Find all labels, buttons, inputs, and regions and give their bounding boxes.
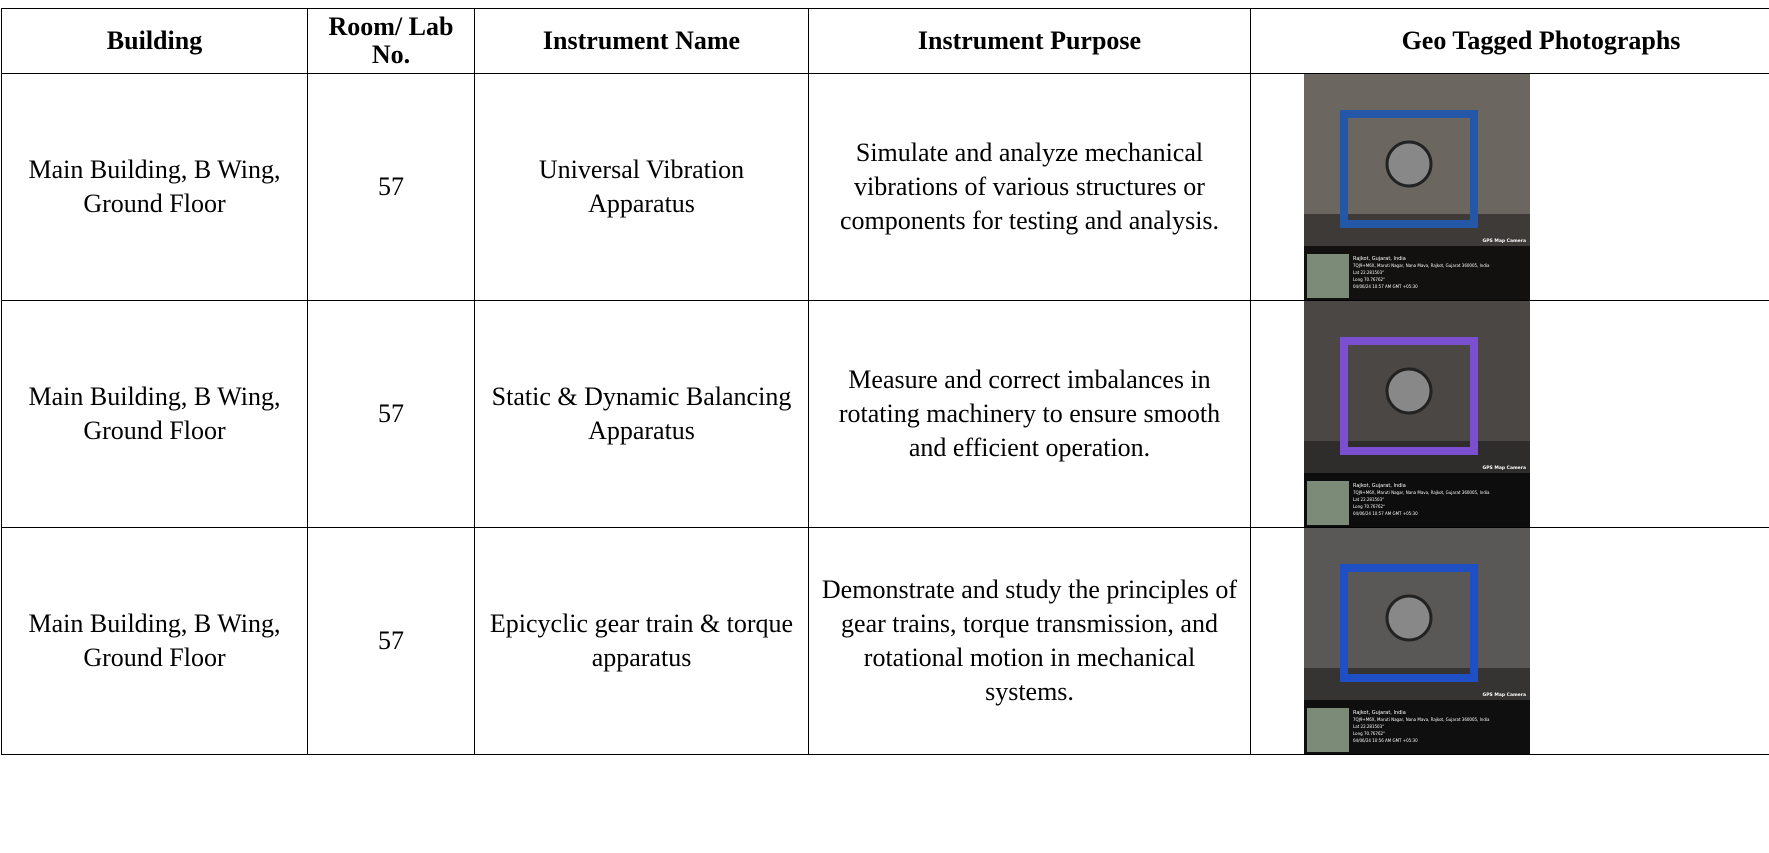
header-cell: Room/ Lab No.: [307, 8, 475, 74]
instrument-table: Building Room/ Lab No. Instrument Name Inst…: [1, 8, 1769, 755]
room-cell: 57: [307, 300, 475, 528]
geo-time: 04/06/24 10:57 AM GMT +05:30: [1353, 284, 1418, 289]
header-row: Building Room/ Lab No. Instrument Name Inst…: [1, 8, 1769, 74]
room-cell: 57: [307, 527, 475, 755]
header-cell: Building: [1, 8, 308, 74]
purpose-cell: Simulate and analyze mechanical vibratio…: [808, 73, 1251, 301]
apparatus-wheel: [1385, 140, 1433, 188]
purpose-cell: Demonstrate and study the principles of …: [808, 527, 1251, 755]
name-cell: Universal Vibration Apparatus: [474, 73, 809, 301]
geo-lat: Lat 22.281503°: [1353, 270, 1384, 275]
header-cell: Geo Tagged Photographs: [1250, 8, 1769, 74]
camera-tag: GPS Map Camera: [1483, 238, 1526, 244]
geo-address: 7QJ9+M6X, Maruti Nagar, Nana Mava, Rajko…: [1353, 263, 1490, 268]
geo-place: Rajkot, Gujarat, India: [1353, 710, 1406, 716]
geo-lat: Lat 22.281503°: [1353, 724, 1384, 729]
header-cell: Instrument Purpose: [808, 8, 1251, 74]
purpose-cell: Measure and correct imbalances in rotati…: [808, 300, 1251, 528]
geo-lat: Lat 22.281503°: [1353, 497, 1384, 502]
geo-time: 04/06/24 10:57 AM GMT +05:30: [1353, 511, 1418, 516]
table-wrap: Building Room/ Lab No. Instrument Name Inst…: [0, 8, 1769, 853]
camera-tag: GPS Map Camera: [1483, 465, 1526, 471]
apparatus-wheel: [1385, 367, 1433, 415]
name-cell: Epicyclic gear train & torque apparatus: [474, 527, 809, 755]
header-cell: Instrument Name: [474, 8, 809, 74]
map-thumb: [1307, 254, 1349, 298]
building-cell: Main Building, B Wing, Ground Floor: [1, 300, 308, 528]
geo-photo: GPS Map Camera Rajkot, Gujarat, India7QJ9…: [1304, 74, 1530, 300]
geo-address: 7QJ9+M6X, Maruti Nagar, Nana Mava, Rajko…: [1353, 490, 1490, 495]
geo-photo: GPS Map Camera Rajkot, Gujarat, India7QJ9…: [1304, 528, 1530, 754]
room-cell: 57: [307, 73, 475, 301]
table-row: Main Building, B Wing, Ground Floor 57 Sta…: [1, 300, 1769, 528]
photo-cell: GPS Map Camera Rajkot, Gujarat, India 7QJ9…: [1250, 300, 1769, 528]
geo-address: 7QJ9+M6X, Maruti Nagar, Nana Mava, Rajko…: [1353, 717, 1490, 722]
apparatus-wheel: [1385, 594, 1433, 642]
geo-place: Rajkot, Gujarat, India: [1353, 483, 1406, 489]
map-thumb: [1307, 481, 1349, 525]
building-cell: Main Building, B Wing, Ground Floor: [1, 73, 308, 301]
apparatus-frame: [1340, 564, 1478, 682]
geo-long: Long 70.76762°: [1353, 277, 1385, 282]
building-cell: Main Building, B Wing, Ground Floor: [1, 527, 308, 755]
map-thumb: [1307, 708, 1349, 752]
apparatus-frame: [1340, 337, 1478, 455]
geo-time: 04/06/24 10:56 AM GMT +05:30: [1353, 738, 1418, 743]
table-row: Main Building, B Wing, Ground Floor 57 Epi…: [1, 527, 1769, 755]
geo-long: Long 70.76762°: [1353, 504, 1385, 509]
geo-place: Rajkot, Gujarat, India: [1353, 256, 1406, 262]
camera-tag: GPS Map Camera: [1483, 692, 1526, 698]
apparatus-frame: [1340, 110, 1478, 228]
name-cell: Static & Dynamic Balancing Apparatus: [474, 300, 809, 528]
table-row: Main Building, B Wing, Ground Floor 57 Uni…: [1, 73, 1769, 301]
photo-cell: GPS Map Camera Rajkot, Gujarat, India 7QJ9…: [1250, 73, 1769, 301]
geo-photo: GPS Map Camera Rajkot, Gujarat, India7QJ9…: [1304, 301, 1530, 527]
photo-cell: GPS Map Camera Rajkot, Gujarat, India 7QJ9…: [1250, 527, 1769, 755]
geo-long: Long 70.76762°: [1353, 731, 1385, 736]
